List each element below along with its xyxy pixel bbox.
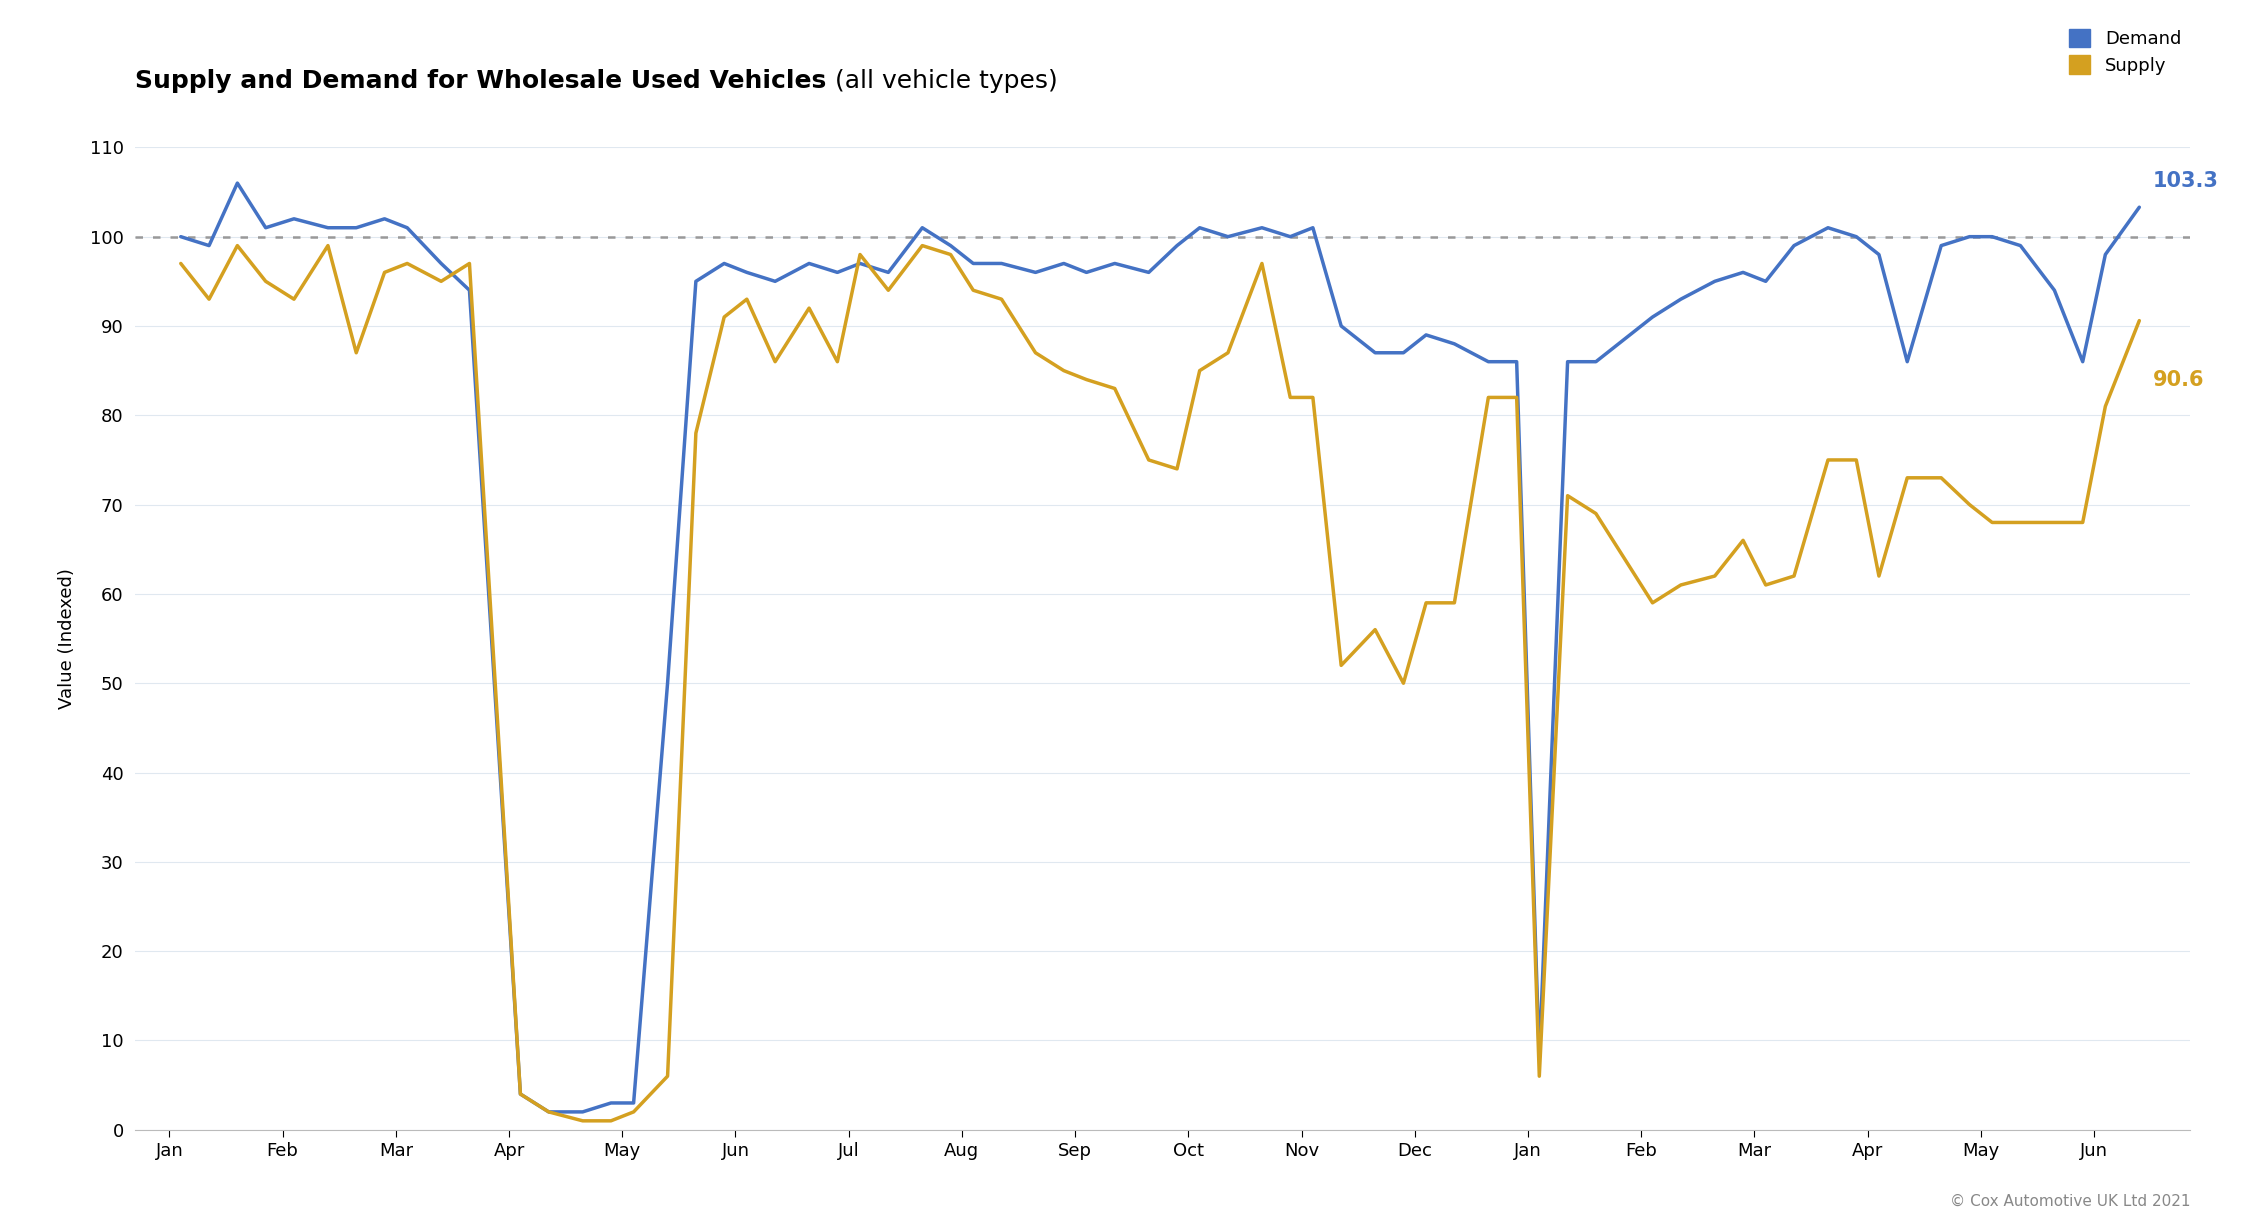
- Text: Supply and Demand for Wholesale Used Vehicles: Supply and Demand for Wholesale Used Veh…: [135, 69, 826, 93]
- Legend: Demand, Supply: Demand, Supply: [2068, 28, 2181, 75]
- Text: 90.6: 90.6: [2152, 370, 2204, 389]
- Text: (all vehicle types): (all vehicle types): [826, 69, 1057, 93]
- Y-axis label: Value (Indexed): Value (Indexed): [59, 569, 77, 709]
- Text: © Cox Automotive UK Ltd 2021: © Cox Automotive UK Ltd 2021: [1949, 1194, 2190, 1208]
- Text: 103.3: 103.3: [2152, 171, 2220, 192]
